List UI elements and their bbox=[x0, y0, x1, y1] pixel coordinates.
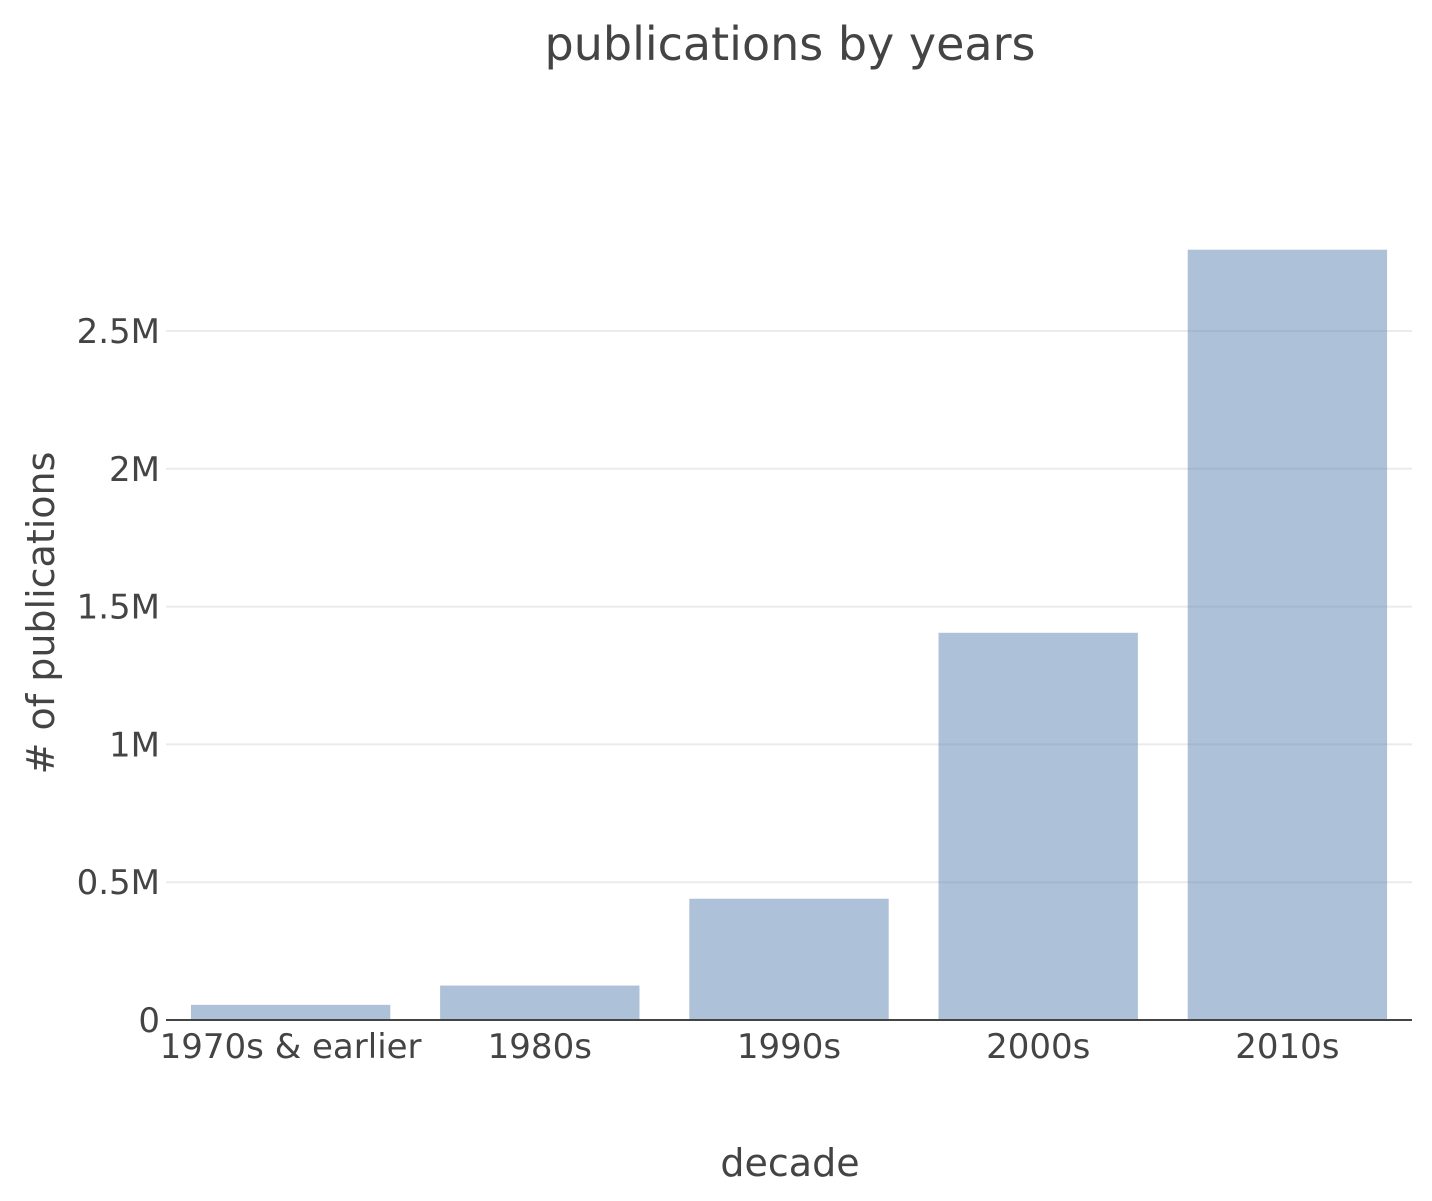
x-tick-label: 2000s bbox=[986, 1027, 1090, 1067]
bars bbox=[190, 249, 1388, 1020]
x-tick-label: 2010s bbox=[1235, 1027, 1339, 1067]
y-axis-title: # of publications bbox=[19, 452, 63, 775]
x-axis-title: decade bbox=[720, 1141, 859, 1185]
bar bbox=[938, 632, 1138, 1020]
x-axis-ticks: 1970s & earlier 1980s 1990s 2000s 2010s bbox=[160, 1027, 1340, 1067]
y-tick-label: 2.5M bbox=[77, 312, 160, 352]
y-tick-label: 0.5M bbox=[77, 863, 160, 903]
y-tick-label: 0 bbox=[138, 1001, 160, 1041]
chart-title: publications by years bbox=[545, 17, 1036, 71]
x-tick-label: 1980s bbox=[488, 1027, 592, 1067]
y-axis-ticks: 0 0.5M 1M 1.5M 2M 2.5M bbox=[77, 312, 160, 1041]
bar bbox=[689, 898, 889, 1020]
bar bbox=[440, 985, 640, 1020]
x-tick-label: 1990s bbox=[737, 1027, 841, 1067]
y-tick-label: 2M bbox=[109, 450, 160, 490]
x-tick-label: 1970s & earlier bbox=[160, 1027, 422, 1067]
bar bbox=[190, 1004, 391, 1020]
y-tick-label: 1.5M bbox=[77, 588, 160, 628]
bar bbox=[1187, 249, 1388, 1020]
y-tick-label: 1M bbox=[109, 725, 160, 765]
